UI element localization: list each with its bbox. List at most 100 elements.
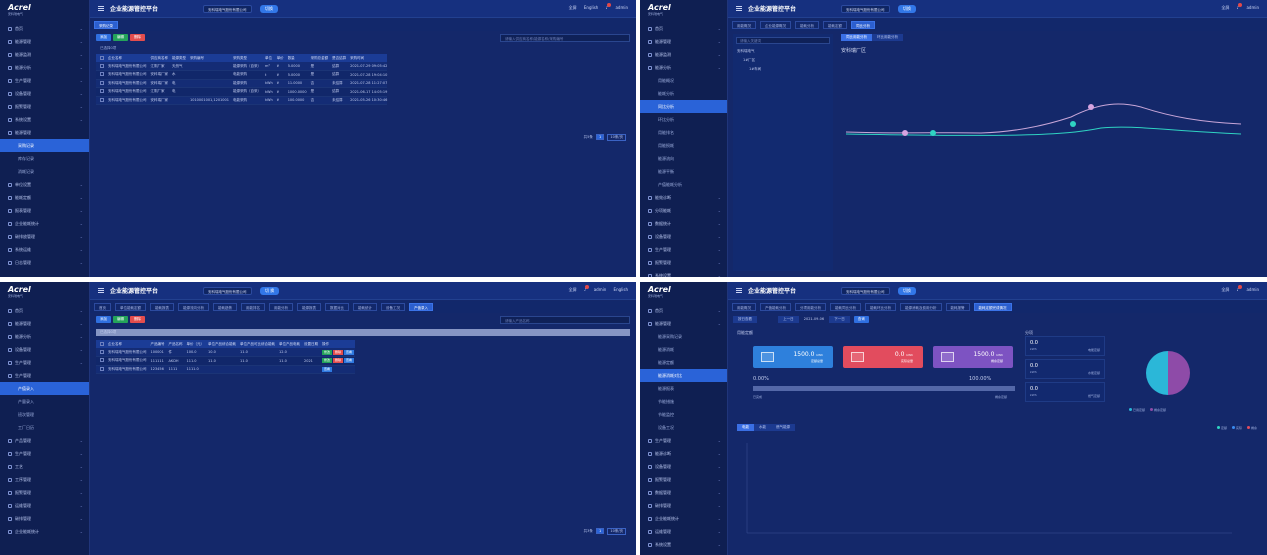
menu-toggle-icon[interactable]	[736, 6, 742, 11]
delete-row-button[interactable]: 删除	[333, 349, 344, 355]
sidebar-item[interactable]: 能源管理 ⌄	[640, 317, 727, 330]
sidebar-item[interactable]: 首页 ⌄	[0, 304, 89, 317]
sidebar-item[interactable]: 设备管理 ⌄	[0, 343, 89, 356]
sidebar-item[interactable]: 系统运维 ⌄	[0, 243, 89, 256]
sidebar-subitem[interactable]: 用能损耗	[658, 143, 674, 148]
sidebar-item[interactable]: 报表管理 ⌄	[0, 204, 89, 217]
checkbox[interactable]	[100, 72, 104, 77]
checkbox[interactable]	[100, 341, 104, 346]
sidebar-subitem[interactable]: 产值能耗分析	[658, 182, 682, 187]
tab[interactable]: 用能概况	[732, 21, 756, 29]
row-select-cell[interactable]	[96, 79, 104, 88]
checkbox[interactable]	[100, 80, 104, 85]
sidebar-group-open[interactable]: 能源管理	[0, 126, 89, 139]
edit-row-button[interactable]: 修改	[322, 358, 333, 364]
add-button[interactable]: 添加	[96, 34, 111, 41]
sidebar-subitem[interactable]: 采购记录	[0, 139, 89, 152]
sidebar-subitem[interactable]: 用能概况	[658, 78, 674, 83]
user-name[interactable]: admin	[1246, 287, 1259, 292]
sidebar-item[interactable]: 数据统计 ⌄	[640, 217, 727, 230]
sidebar-subitem[interactable]: 班次管理	[18, 412, 34, 417]
tab[interactable]: 单位能耗定额	[115, 303, 146, 311]
tab[interactable]: 首页	[94, 303, 111, 311]
checkbox[interactable]	[100, 349, 104, 354]
tab[interactable]: 能源流向分析	[178, 303, 209, 311]
sidebar-subitem[interactable]: 能耗分析	[658, 91, 674, 96]
row-select-cell[interactable]	[96, 62, 104, 71]
company-select[interactable]: 安科瑞电气股份有限公司	[203, 287, 252, 295]
add-button[interactable]: 添加	[96, 316, 111, 323]
sidebar-subitem[interactable]: 能源平衡	[658, 169, 674, 174]
tab[interactable]: 设备工况	[381, 303, 405, 311]
pager-size[interactable]: 10条/页	[607, 528, 626, 535]
tab-gas[interactable]: 燃气能源	[771, 424, 795, 431]
table-row[interactable]: 安科瑞电气股份有限公司 123456 1111 1111.0 查看	[96, 365, 356, 374]
sidebar-item[interactable]: 报警管理 ⌄	[0, 486, 89, 499]
company-select[interactable]: 安科瑞电气股份有限公司	[203, 5, 252, 13]
sidebar-item[interactable]: 工序管理 ⌄	[0, 473, 89, 486]
tab-water[interactable]: 水能	[754, 424, 771, 431]
tree-node[interactable]: 安科瑞电气	[737, 49, 755, 53]
sidebar-item[interactable]: 生产管理 ⌄	[0, 356, 89, 369]
bell-icon[interactable]: ♪	[584, 285, 590, 292]
sidebar-item[interactable]: 企业能耗统计 ⌄	[0, 525, 89, 538]
tab[interactable]: 用能分析	[269, 303, 293, 311]
edit-row-button[interactable]: 修改	[322, 349, 333, 355]
row-select-cell[interactable]	[96, 70, 104, 80]
company-select[interactable]: 安科瑞电气股份有限公司	[841, 5, 890, 13]
tab[interactable]: 能耗统计	[353, 303, 377, 311]
tab-mom[interactable]: 环比用能分析	[872, 34, 903, 41]
sidebar-subitem[interactable]: 能源消耗	[658, 347, 674, 352]
edit-button[interactable]: 编辑	[113, 34, 128, 41]
sidebar-subitem[interactable]: 消耗记录	[18, 169, 34, 174]
sidebar-item[interactable]: 能源管理 ⌄	[0, 35, 89, 48]
date-mode-select[interactable]: 按日查看	[733, 316, 757, 323]
lang-button[interactable]: English	[613, 287, 628, 292]
menu-toggle-icon[interactable]	[736, 288, 742, 293]
fullscreen-button[interactable]: 全屏	[568, 287, 577, 292]
tab[interactable]: 能耗定额	[823, 21, 847, 29]
sidebar-item[interactable]: 碳排放管理 ⌄	[0, 230, 89, 243]
bell-icon[interactable]: ♪	[1237, 3, 1243, 10]
sidebar-subitem[interactable]: 能源采购记录	[658, 334, 682, 339]
tab[interactable]: 数据对比	[325, 303, 349, 311]
sidebar-item[interactable]: 设备管理 ⌄	[640, 230, 727, 243]
sidebar-subitem[interactable]: 库存记录	[18, 156, 34, 161]
search-input[interactable]: 请输入产品名称	[500, 316, 630, 324]
sidebar-item[interactable]: 首页 ⌄	[640, 22, 727, 35]
sidebar-item[interactable]: 能源分析 ⌄	[0, 330, 89, 343]
table-row[interactable]: 安科瑞电气股份有限公司 111111 AKDH 111.0 11.0 11.0 11.0 20…	[96, 356, 356, 366]
sidebar-item[interactable]: 能源分析 ⌄	[0, 61, 89, 74]
sidebar-item[interactable]: 能源分析 ⌄	[640, 61, 727, 74]
table-row[interactable]: 安科瑞电气股份有限公司 100001 件 100.0 10.0 11.0 12.0 修改 删除查…	[96, 348, 356, 357]
sidebar-group-open[interactable]: 生产管理	[0, 369, 89, 382]
checkbox[interactable]	[100, 63, 104, 68]
sidebar-subitem[interactable]: 工厂日历	[18, 425, 34, 430]
sidebar-subitem[interactable]: 节能措施	[658, 399, 674, 404]
company-select[interactable]: 安科瑞电气股份有限公司	[841, 287, 890, 295]
sidebar-item[interactable]: 能源诊断 ⌄	[640, 447, 727, 460]
sidebar-subitem[interactable]: 环比分析	[658, 117, 674, 122]
sidebar-item[interactable]: 生产管理 ⌄	[0, 74, 89, 87]
delete-button[interactable]: 删除	[130, 34, 145, 41]
table-row[interactable]: 安科瑞电气股份有限公司 江阴厂家 天然气 能源采购（自采） m³ ¥5.0000 是结算 20…	[96, 62, 388, 71]
sidebar-item[interactable]: 首页 ⌄	[640, 304, 727, 317]
tab[interactable]: 能耗分析	[795, 21, 819, 29]
sidebar-item[interactable]: 能耗定额 ⌄	[0, 191, 89, 204]
user-name[interactable]: admin	[593, 287, 607, 292]
row-select-cell[interactable]	[96, 365, 104, 374]
sidebar-subitem[interactable]: 能源报表	[658, 386, 674, 391]
sidebar-item[interactable]: 设备管理 ⌄	[0, 87, 89, 100]
pager-page[interactable]: 1	[596, 528, 605, 534]
search-input[interactable]: 请输入供应商名称/能源名称/采购编号	[500, 34, 630, 42]
tab[interactable]: 同比分析	[851, 21, 875, 29]
sidebar-item[interactable]: 碳排管理 ⌄	[0, 512, 89, 525]
tab[interactable]: 能耗环比分析	[865, 303, 896, 311]
sidebar-item[interactable]: 系统设置 ⌄	[640, 269, 727, 277]
sidebar-item[interactable]: 生产管理 ⌄	[640, 434, 727, 447]
sidebar-item[interactable]: 报警管理 ⌄	[0, 100, 89, 113]
select-all-cell[interactable]	[96, 340, 104, 348]
sidebar-item[interactable]: 设备管理 ⌄	[640, 460, 727, 473]
pager-size[interactable]: 10条/页	[607, 134, 626, 141]
switch-button[interactable]: 切换	[898, 287, 916, 295]
